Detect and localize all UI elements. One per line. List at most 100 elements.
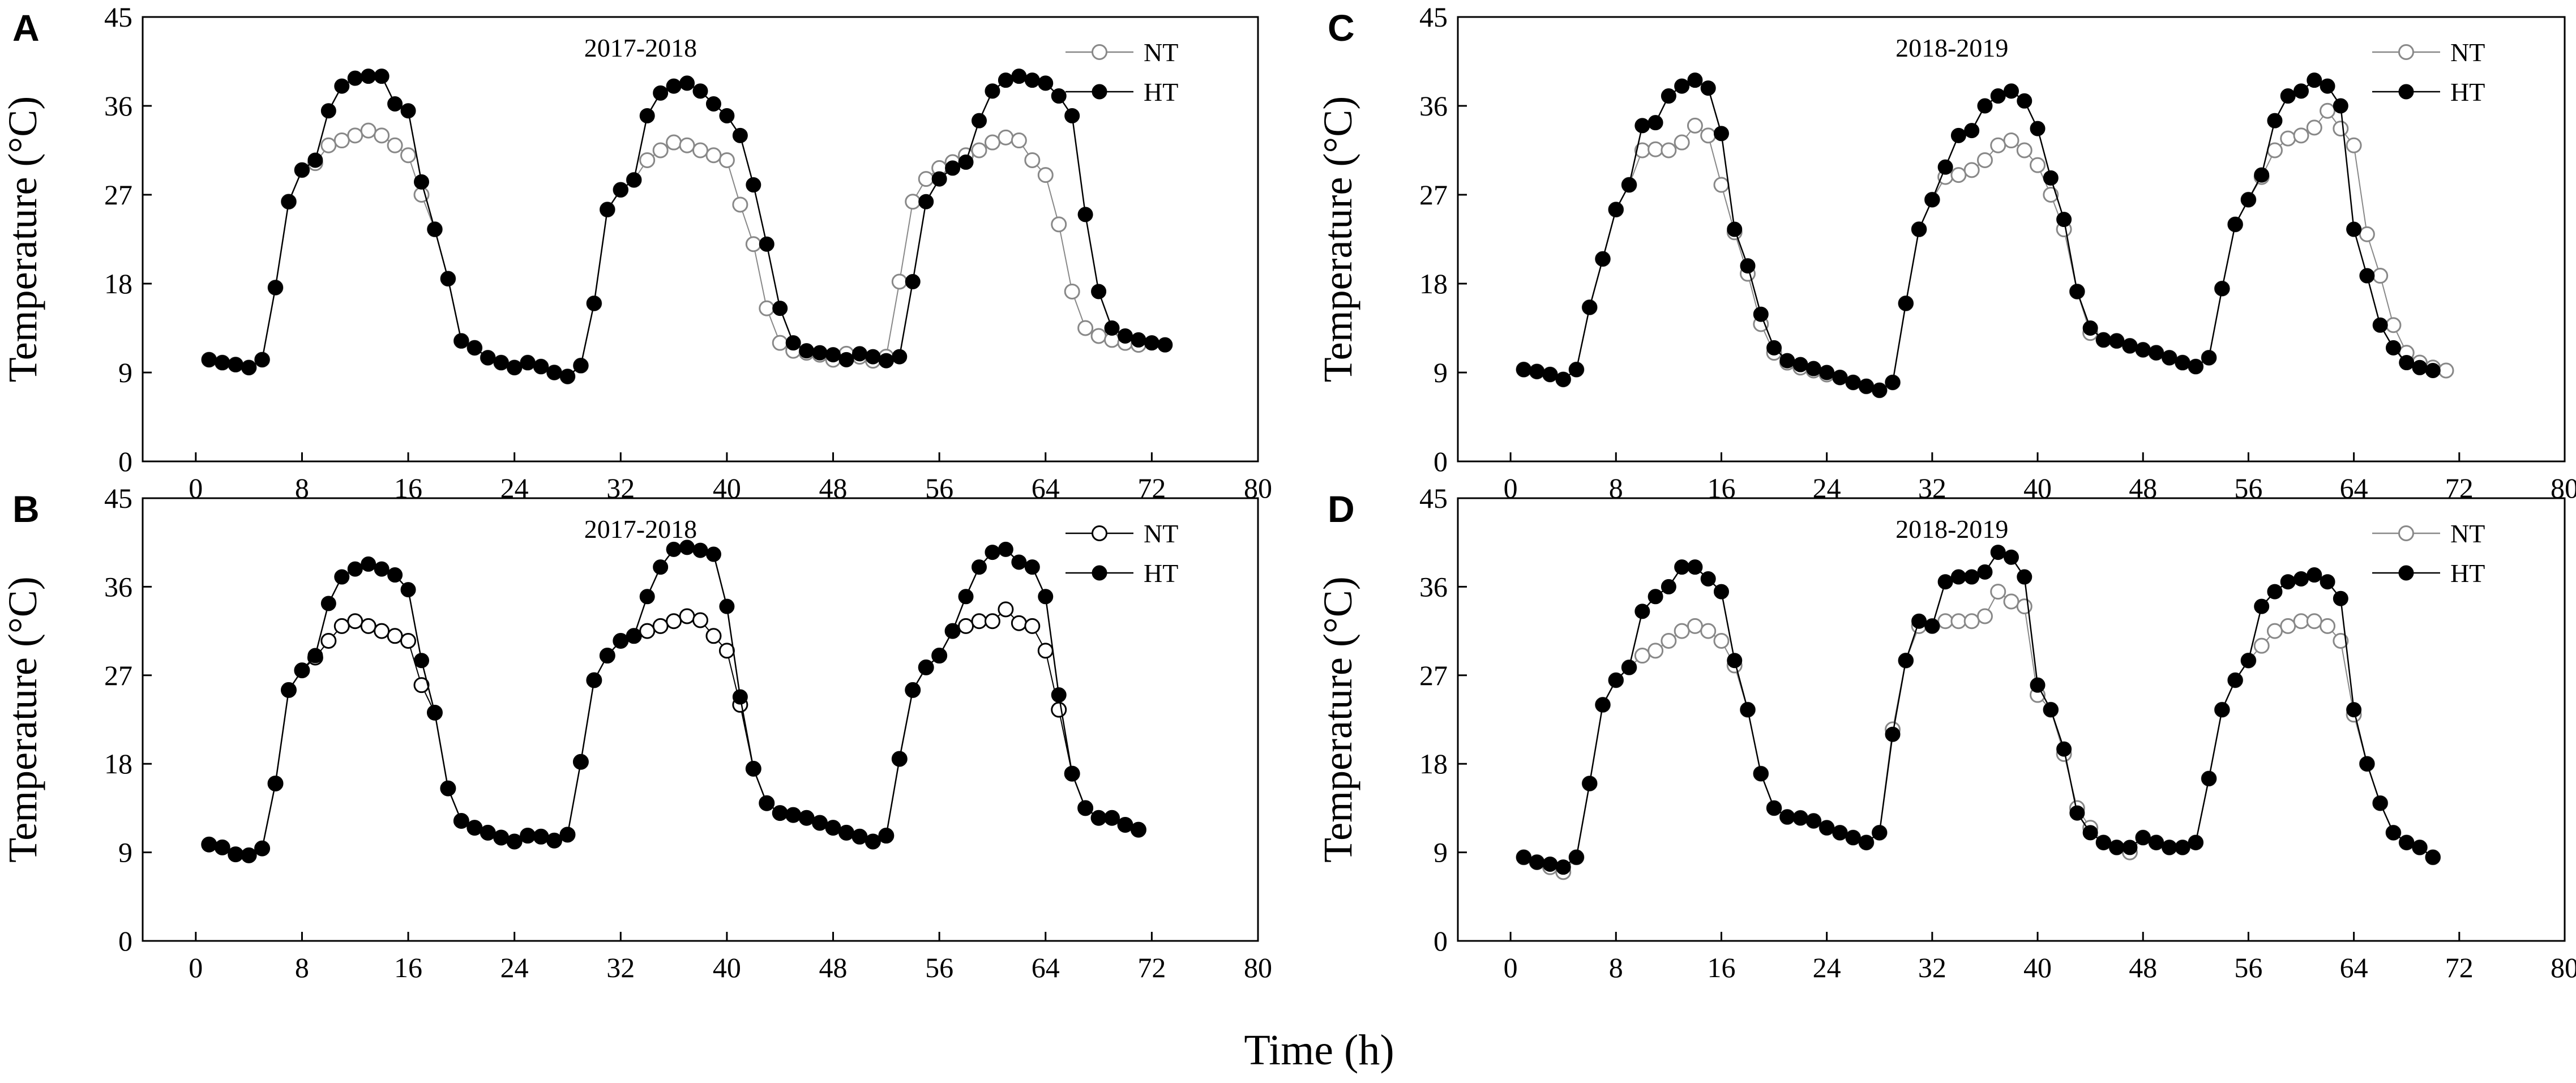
data-point-ht	[2280, 574, 2296, 590]
data-point-ht	[573, 754, 589, 770]
data-point-ht	[2293, 571, 2309, 587]
data-point-ht	[1872, 825, 1888, 841]
data-point-ht	[785, 807, 801, 823]
data-point-ht	[1898, 653, 1914, 669]
y-tick-label: 9	[1434, 357, 1448, 388]
data-point-ht	[759, 236, 774, 252]
data-point-ht	[2412, 359, 2428, 375]
data-point-ht	[361, 69, 376, 84]
data-point-ht	[440, 271, 456, 286]
data-point-ht	[2320, 574, 2335, 590]
data-point-ht	[1911, 221, 1927, 237]
data-point-ht	[958, 154, 974, 170]
data-point-ht	[1753, 306, 1769, 322]
data-point-nt	[2266, 623, 2283, 639]
data-point-nt	[759, 300, 775, 316]
data-point-nt	[333, 132, 350, 149]
y-tick-label: 45	[104, 1, 132, 33]
data-point-ht	[387, 96, 403, 112]
data-point-ht	[1104, 320, 1120, 336]
data-point-ht	[1924, 192, 1940, 208]
data-point-ht	[1529, 363, 1545, 379]
data-point-ht	[1555, 371, 1571, 387]
data-point-nt	[2306, 613, 2322, 630]
y-tick-label: 0	[118, 446, 132, 477]
data-point-ht	[1740, 702, 1756, 718]
data-point-ht	[2267, 113, 2283, 129]
data-point-ht	[945, 160, 961, 176]
data-point-nt	[2253, 637, 2270, 654]
y-tick-label: 27	[104, 179, 132, 211]
x-tick-label: 0	[189, 952, 203, 983]
data-point-nt	[1976, 152, 1993, 168]
data-point-ht	[2135, 830, 2151, 846]
x-tick-label: 48	[2129, 952, 2157, 983]
panel-b: 0 9 18 27 36 45 0 8 16 24 32 40 48 56 64 72 80 Temperatur…	[0, 482, 1272, 983]
data-point-ht	[1740, 258, 1756, 274]
data-point-nt	[666, 613, 682, 630]
data-point-ht	[639, 589, 655, 605]
data-point-ht	[2201, 770, 2217, 786]
data-point-ht	[1674, 559, 1690, 575]
data-point-ht	[1529, 854, 1545, 870]
data-point-ht	[1117, 328, 1133, 344]
data-point-nt	[2280, 130, 2296, 147]
data-point-ht	[2122, 840, 2138, 855]
data-point-nt	[692, 142, 708, 159]
data-point-ht	[507, 833, 523, 849]
data-point-ht	[1687, 72, 1703, 88]
series-line-nt	[1524, 590, 2433, 873]
data-point-nt	[1634, 648, 1650, 664]
data-point-ht	[2149, 834, 2164, 850]
data-point-ht	[812, 345, 828, 361]
data-point-ht	[2240, 192, 2256, 208]
data-point-ht	[1990, 88, 2006, 104]
data-point-ht	[1542, 366, 1558, 382]
data-point-ht	[1608, 202, 1624, 217]
data-point-ht	[639, 108, 655, 123]
x-tick-label: 40	[713, 472, 741, 504]
data-point-ht	[865, 349, 881, 365]
data-point-ht	[281, 682, 297, 698]
plot-frame	[1457, 497, 2566, 942]
data-point-ht	[2162, 840, 2177, 855]
y-tick-label: 36	[104, 571, 132, 602]
panel-letter: A	[12, 7, 40, 49]
x-tick-label: 8	[295, 472, 309, 504]
data-point-nt	[1687, 117, 1703, 134]
data-point-nt	[1037, 167, 1054, 183]
data-point-ht	[1950, 569, 1966, 585]
data-point-ht	[945, 623, 961, 639]
y-tick-label: 45	[1419, 482, 1448, 514]
data-point-ht	[838, 825, 854, 841]
data-point-ht	[2162, 350, 2177, 366]
data-point-ht	[1582, 299, 1598, 315]
y-axis-label: Temperature (°C)	[0, 576, 45, 863]
data-point-ht	[1568, 362, 1584, 378]
data-point-ht	[918, 194, 934, 209]
data-point-nt	[1937, 613, 1954, 630]
data-point-ht	[533, 359, 549, 375]
x-tick-label: 72	[2445, 472, 2474, 504]
data-point-nt	[2293, 127, 2309, 144]
y-tick-label: 27	[1419, 179, 1448, 211]
data-point-ht	[1024, 72, 1040, 88]
legend-label-nt: NT	[1144, 38, 1178, 67]
data-point-nt	[1090, 328, 1107, 344]
data-point-nt	[347, 127, 363, 144]
data-point-ht	[307, 152, 323, 168]
data-point-nt	[320, 137, 337, 153]
data-point-ht	[1819, 820, 1835, 836]
data-point-ht	[1779, 809, 1795, 825]
data-point-ht	[493, 830, 509, 846]
data-point-ht	[1011, 69, 1027, 84]
data-point-ht	[772, 301, 788, 316]
data-point-ht	[2346, 702, 2362, 718]
data-point-ht	[666, 541, 682, 557]
data-point-ht	[440, 781, 456, 797]
data-point-nt	[958, 618, 974, 634]
data-point-ht	[2346, 221, 2362, 237]
data-point-ht	[546, 833, 562, 849]
x-tick-label: 64	[2340, 952, 2368, 983]
data-point-nt	[360, 122, 376, 139]
